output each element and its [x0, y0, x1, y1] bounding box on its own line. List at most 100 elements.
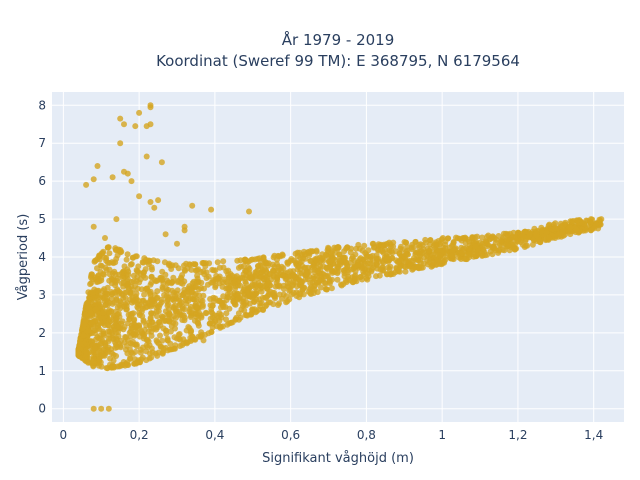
data-point	[96, 256, 103, 263]
data-point	[253, 308, 260, 315]
data-point	[223, 316, 229, 323]
data-point	[307, 258, 314, 265]
data-point	[369, 256, 376, 263]
data-point	[112, 259, 119, 266]
data-point	[165, 316, 172, 323]
data-point	[574, 217, 581, 224]
data-point	[102, 341, 109, 347]
data-point	[427, 241, 434, 248]
data-point	[347, 277, 353, 284]
data-point	[172, 325, 178, 332]
data-point	[104, 244, 111, 251]
data-point	[96, 345, 103, 352]
data-point	[117, 115, 124, 122]
data-point	[310, 274, 317, 280]
data-point	[160, 280, 167, 287]
data-point	[245, 264, 252, 271]
data-point	[240, 263, 247, 269]
data-point	[294, 253, 301, 260]
data-point	[174, 240, 180, 247]
data-point	[121, 168, 127, 175]
data-point	[132, 348, 139, 355]
data-point	[511, 234, 518, 241]
data-point	[200, 337, 207, 344]
data-point	[137, 349, 144, 356]
y-tick-label: 0	[38, 402, 46, 416]
data-point	[165, 294, 172, 301]
y-tick-label: 8	[38, 98, 46, 112]
data-point	[259, 268, 266, 275]
data-point	[203, 309, 209, 316]
data-point	[524, 242, 531, 249]
data-point	[323, 251, 330, 258]
data-point	[426, 247, 433, 254]
data-point	[89, 289, 96, 296]
data-point	[104, 259, 111, 266]
data-point	[140, 344, 146, 351]
data-point	[109, 174, 116, 181]
data-point	[114, 363, 121, 370]
data-point	[75, 349, 82, 356]
data-point	[83, 350, 90, 357]
data-point	[192, 261, 199, 268]
data-point	[258, 288, 265, 295]
data-point	[203, 269, 210, 276]
data-point	[129, 338, 136, 345]
data-point	[120, 279, 127, 286]
data-point	[395, 267, 402, 274]
data-point	[77, 341, 84, 347]
data-point	[347, 249, 354, 256]
data-point	[493, 236, 500, 243]
data-point	[154, 352, 161, 359]
data-point	[303, 270, 310, 277]
data-point	[270, 301, 277, 308]
data-point	[445, 235, 452, 242]
y-tick-label: 3	[38, 288, 46, 302]
data-point	[203, 275, 210, 281]
data-point	[97, 340, 104, 347]
data-point	[408, 246, 415, 253]
data-point	[216, 323, 223, 330]
data-point	[326, 258, 333, 265]
data-point	[285, 259, 292, 266]
data-point	[132, 123, 139, 130]
data-point	[271, 263, 278, 270]
data-point	[545, 222, 552, 229]
data-point	[100, 309, 107, 316]
data-point	[194, 319, 201, 326]
data-point	[352, 251, 359, 258]
data-point	[313, 257, 320, 264]
data-point	[106, 309, 113, 316]
data-point	[316, 278, 323, 284]
data-point	[112, 282, 119, 289]
data-point	[124, 251, 131, 258]
data-point	[219, 283, 226, 290]
data-point	[341, 255, 348, 262]
data-point	[106, 250, 113, 257]
data-point	[110, 323, 117, 330]
data-point	[331, 267, 338, 274]
data-point	[227, 319, 234, 326]
data-point	[131, 316, 138, 323]
data-point	[101, 294, 108, 301]
data-point	[170, 303, 177, 310]
data-point	[233, 314, 240, 321]
data-point	[381, 256, 388, 263]
data-point	[199, 298, 206, 304]
data-point	[125, 311, 132, 318]
data-point	[148, 310, 155, 317]
data-point	[370, 261, 377, 268]
data-point	[343, 260, 350, 267]
data-point	[248, 283, 255, 290]
data-point	[591, 225, 597, 232]
data-point	[142, 304, 149, 311]
data-point	[198, 269, 204, 276]
data-point	[316, 273, 323, 280]
data-point	[112, 315, 119, 321]
data-point	[159, 276, 166, 282]
data-point	[127, 333, 134, 340]
data-point	[94, 163, 101, 169]
data-point	[335, 244, 342, 251]
data-point	[415, 257, 422, 264]
